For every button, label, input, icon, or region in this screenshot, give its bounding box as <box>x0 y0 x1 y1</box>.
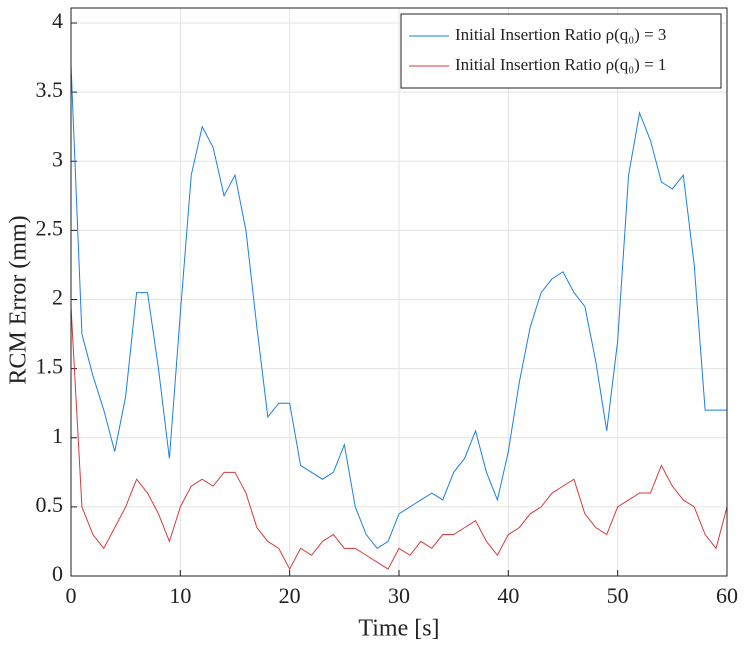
y-tick-label: 0.5 <box>36 492 64 517</box>
data-line <box>70 64 727 550</box>
x-tick-label: 10 <box>169 583 191 608</box>
legend-label: Initial Insertion Ratio ρ(q₀) = 1 <box>455 55 666 74</box>
x-tick-label: 0 <box>66 583 77 608</box>
y-tick-label: 3 <box>52 146 63 171</box>
y-tick-label: 1 <box>52 423 63 448</box>
y-tick-label: 0 <box>52 561 63 586</box>
x-tick-label: 20 <box>279 583 301 608</box>
y-tick-label: 2.5 <box>36 215 64 240</box>
axes-frame <box>70 7 728 577</box>
data-line <box>70 306 728 571</box>
y-axis-label: RCM Error (mm) <box>6 215 32 384</box>
x-tick-label: 40 <box>497 583 519 608</box>
legend-box <box>400 13 722 89</box>
y-tick-label: 3.5 <box>36 77 64 102</box>
x-tick-label: 50 <box>607 583 629 608</box>
y-tick-label: 1.5 <box>36 354 64 379</box>
x-tick-label: 30 <box>388 583 410 608</box>
y-tick-label: 4 <box>52 8 63 33</box>
legend-label: Initial Insertion Ratio ρ(q₀) = 3 <box>455 25 666 44</box>
x-tick-label: 60 <box>716 583 738 608</box>
x-axis-label: Time [s] <box>358 616 439 642</box>
y-tick-label: 2 <box>52 285 63 310</box>
